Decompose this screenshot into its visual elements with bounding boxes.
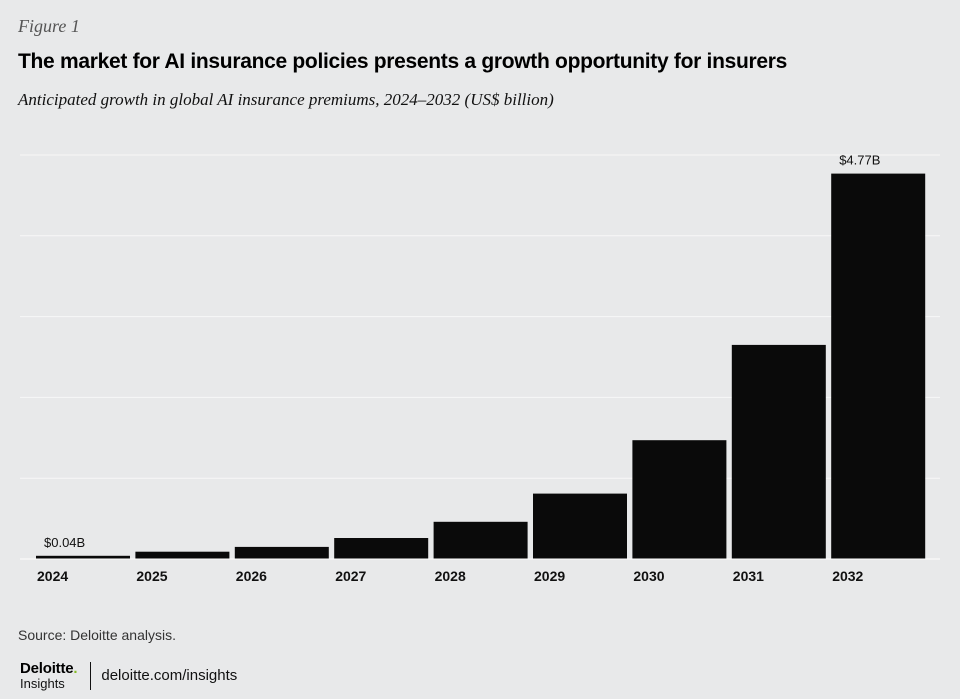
x-tick-label: 2029 [534, 568, 565, 584]
x-tick-label: 2031 [733, 568, 764, 584]
x-tick-label: 2027 [335, 568, 366, 584]
x-tick-label: 2025 [136, 568, 167, 584]
x-tick-label: 2030 [633, 568, 664, 584]
data-label: $0.04B [44, 535, 85, 550]
logo-dot: . [73, 660, 78, 677]
x-tick-label: 2032 [832, 568, 863, 584]
bar-2029 [533, 493, 627, 559]
bar-2026 [234, 546, 329, 559]
bar-chart: 2024 2025 2026 2027 2028 2029 2030 2031 2032 $0.0… [20, 153, 940, 584]
chart-subtitle: Anticipated growth in global AI insuranc… [18, 90, 554, 109]
logo-brand: Deloitte. [20, 660, 78, 677]
footer-url: deloitte.com/insights [101, 667, 238, 684]
bar-2028 [433, 521, 528, 559]
deloitte-insights-logo: Deloitte. Insights [20, 660, 78, 691]
x-tick-label: 2026 [236, 568, 267, 584]
footer-divider [90, 661, 92, 690]
logo-sub: Insights [20, 676, 65, 691]
footer: Deloitte. Insights deloitte.com/insights [20, 661, 237, 690]
bar-2031 [731, 344, 826, 559]
bar-2024 [36, 555, 130, 559]
data-label: $4.77B [839, 153, 880, 168]
x-tick-label: 2028 [435, 568, 466, 584]
chart-title: The market for AI insurance policies pre… [18, 50, 788, 73]
bar-2030 [632, 440, 727, 559]
source-note: Source: Deloitte analysis. [18, 627, 176, 643]
bar-2032 [831, 173, 926, 559]
bar-2027 [334, 538, 429, 559]
figure-label: Figure 1 [18, 16, 80, 36]
bar-2025 [135, 551, 230, 559]
x-tick-label: 2024 [37, 568, 68, 584]
